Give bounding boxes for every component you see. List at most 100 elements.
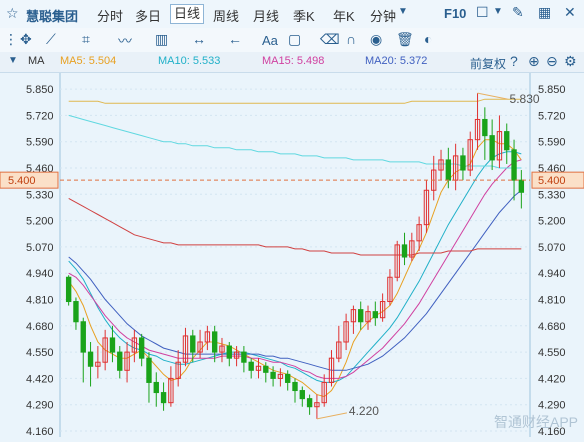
magnet-icon[interactable]: ∩: [346, 31, 357, 47]
trash-icon[interactable]: 🗑: [396, 31, 414, 47]
pen-icon[interactable]: ✎: [512, 4, 524, 20]
candle-body: [182, 335, 189, 363]
ma5-value: MA5: 5.504: [60, 55, 117, 67]
tab-period-5[interactable]: 季K: [293, 9, 315, 24]
candle-body: [219, 345, 225, 353]
settings-icon[interactable]: ⚙: [564, 53, 577, 69]
candle-body: [379, 301, 386, 319]
y-tick-label: 5.200: [538, 216, 566, 228]
grip-icon: ⋮: [4, 31, 18, 47]
tab-period-1[interactable]: 多日: [135, 9, 162, 24]
f10-button[interactable]: F10: [444, 6, 467, 21]
candle-body: [299, 390, 305, 400]
y-tick-label: 4.550: [26, 347, 54, 359]
candle-body: [138, 337, 145, 359]
candle-body: [255, 365, 262, 371]
kline-chart-area[interactable]: 5.850 5.720 5.590 5.460 5.330 5.200 5.070 4.940…: [0, 73, 584, 438]
candle-body: [146, 357, 152, 383]
candle-body: [518, 179, 525, 193]
candle-body: [306, 398, 313, 408]
channel-tool-icon[interactable]: ⌗: [82, 31, 90, 47]
current-price-tag-left: [0, 171, 59, 189]
candle-body: [285, 373, 291, 383]
low-pointer: [316, 412, 348, 420]
candle-body: [460, 155, 466, 171]
tab-period-7[interactable]: 分钟: [370, 9, 397, 24]
y-tick-label: 5.720: [538, 110, 566, 122]
tab-period-0[interactable]: 分时: [97, 9, 124, 24]
tab-period-2[interactable]: 日线: [170, 4, 205, 24]
add-icon[interactable]: ⊕: [528, 53, 540, 69]
chevron-down-icon[interactable]: ▼: [8, 55, 18, 66]
ma-label: MA: [28, 55, 45, 67]
eraser-icon[interactable]: ⌫: [320, 31, 340, 47]
low-label: 4.220: [349, 404, 379, 418]
wave-tool-icon[interactable]: 〰: [118, 33, 132, 49]
grid-icon[interactable]: ▦: [538, 4, 552, 20]
candle-body: [263, 365, 269, 373]
square-icon[interactable]: ☐: [476, 4, 489, 20]
annotations: 5.400 5.400 5.830 4.220: [0, 92, 584, 420]
candle-body: [416, 224, 422, 242]
candle-body: [226, 345, 232, 359]
candle-body: [445, 159, 452, 181]
kline-chart[interactable]: 5.8505.7205.5905.4605.3305.2005.0704.940…: [0, 73, 584, 438]
candle-body: [233, 351, 240, 359]
tab-period-4[interactable]: 月线: [253, 9, 280, 24]
y-tick-label: 4.290: [538, 400, 566, 412]
tab-period-6[interactable]: 年K: [333, 9, 355, 24]
y-tick-label: 5.330: [26, 189, 54, 201]
watermark: 智通财经APP: [494, 414, 578, 430]
candle-body: [343, 321, 349, 343]
tab-period-3[interactable]: 周线: [213, 9, 240, 24]
candle-body: [190, 335, 196, 353]
arrow-tool-icon[interactable]: ←: [228, 31, 242, 47]
y-tick-label: 4.420: [26, 373, 54, 385]
current-price-label-left: 5.400: [8, 175, 36, 187]
y-tick-label: 4.810: [26, 295, 54, 307]
drawing-toolbar: ⋮ ✥ ⟋ ⌗ 〰 ▥ ↔ ← Aa ▢ ⌫ ∩ ◉ 🗑 ◐: [0, 28, 584, 53]
candle-body: [328, 357, 335, 383]
candle-body: [204, 331, 211, 343]
star-icon[interactable]: ☆: [6, 5, 19, 21]
candle-body: [336, 341, 342, 359]
chevron-down-icon[interactable]: ▼: [493, 6, 503, 17]
chart-grid: [59, 73, 531, 437]
chevron-down-icon[interactable]: ▼: [398, 6, 408, 17]
current-price-tag-right: [531, 171, 584, 189]
candle-body: [358, 309, 364, 323]
restore-button[interactable]: 前复权: [470, 57, 507, 71]
candle-body: [511, 149, 517, 181]
line-tool-icon[interactable]: ⟋: [46, 31, 56, 47]
candle-body: [365, 311, 371, 323]
candle-body: [474, 118, 481, 141]
move-icon[interactable]: ✥: [20, 31, 32, 47]
current-price-label-right: 5.400: [538, 175, 566, 187]
range-tool-icon[interactable]: ↔: [192, 31, 206, 47]
candle-body: [372, 311, 379, 319]
eye-icon[interactable]: ◉: [370, 31, 383, 47]
y-tick-label: 5.070: [26, 242, 54, 254]
candle-body: [102, 337, 108, 363]
toggle-icon[interactable]: ◐: [424, 31, 433, 47]
y-tick-label: 4.550: [538, 347, 566, 359]
candle-body: [270, 371, 276, 379]
candles: [65, 93, 525, 419]
y-tick-label: 4.160: [538, 426, 566, 437]
candle-body: [160, 392, 167, 404]
y-tick-label: 4.420: [538, 373, 566, 385]
y-tick-label: 4.680: [538, 321, 566, 333]
speech-bubble-icon[interactable]: ▢: [288, 31, 302, 47]
candle-body: [73, 301, 79, 323]
remove-icon[interactable]: ⊖: [546, 53, 558, 69]
y-tick-label: 5.590: [538, 137, 566, 149]
y-tick-label: 4.940: [26, 268, 54, 280]
candle-body: [387, 276, 393, 303]
help-icon[interactable]: ?: [510, 53, 518, 69]
text-tool-button[interactable]: Aa: [262, 33, 278, 48]
ma-bar: ▼ MA MA5: 5.504 MA10: 5.533 MA15: 5.498 …: [0, 52, 584, 73]
measure-tool-icon[interactable]: ▥: [155, 31, 169, 47]
stock-name: 慧聪集团: [26, 9, 79, 24]
y-tick-label: 5.850: [538, 84, 566, 96]
close-icon[interactable]: ✕: [564, 4, 576, 20]
